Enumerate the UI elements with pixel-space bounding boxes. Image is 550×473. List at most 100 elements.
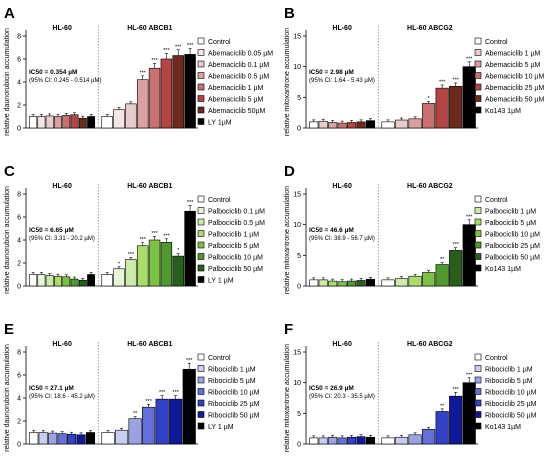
legend-label: Abemaciclib 5 µM <box>208 97 264 104</box>
bar <box>381 121 395 129</box>
bar <box>381 279 395 287</box>
group-label: HL-60 ABCG2 <box>407 25 453 32</box>
y-tick-label: 6 <box>17 215 21 222</box>
group-label: HL-60 ABCB1 <box>127 25 172 32</box>
legend-swatch <box>474 72 482 79</box>
y-tick-label: 8 <box>17 192 21 199</box>
y-tick-label: 0 <box>297 284 301 291</box>
bar <box>29 274 38 287</box>
y-axis-label: relative mitoxantrone accumulation <box>284 186 291 294</box>
legend-label: Ribociclib 25 µM <box>208 401 260 408</box>
legend-swatch <box>474 195 482 203</box>
bar <box>85 432 96 445</box>
group-label: HL-60 <box>332 341 352 348</box>
legend-label: Ko143 1µM <box>485 266 521 273</box>
significance-mark: * <box>177 248 180 254</box>
legend-label: Ribociclib 5 µM <box>485 378 533 385</box>
legend-label: Palbociclib 5 µM <box>208 243 259 250</box>
legend-swatch <box>197 365 205 372</box>
panel-letter: F <box>284 321 293 338</box>
legend-label: Ribociclib 10 µM <box>208 390 260 397</box>
bar <box>136 245 149 287</box>
bar <box>113 268 125 287</box>
significance-mark: *** <box>128 252 135 258</box>
legend-label: Palbociclib 25 µM <box>485 243 540 250</box>
legend-swatch <box>474 37 482 45</box>
legend-swatch <box>197 95 205 102</box>
legend-swatch <box>474 49 482 56</box>
bar <box>29 116 38 129</box>
y-tick-label: 10 <box>293 64 301 71</box>
bar <box>309 121 319 129</box>
legend-swatch <box>474 241 482 249</box>
bar <box>54 116 62 129</box>
group-label: HL-60 <box>52 183 72 190</box>
bar <box>87 274 96 287</box>
bar <box>318 279 328 287</box>
bar <box>381 437 395 445</box>
legend-swatch <box>474 388 482 395</box>
bar <box>57 433 67 445</box>
bar <box>328 436 338 445</box>
bar <box>136 79 149 129</box>
legend-swatch <box>197 399 205 407</box>
legend-swatch <box>197 241 205 249</box>
legend-swatch <box>197 60 205 68</box>
y-tick-label: 2 <box>17 419 21 426</box>
significance-mark: *** <box>452 77 459 83</box>
significance-mark: *** <box>172 390 179 396</box>
ci-label: (95% CI: 38.9 - 56.7 µM) <box>309 236 375 242</box>
bar <box>38 432 48 445</box>
legend-label: Ribociclib 25 µM <box>485 401 537 408</box>
panel-letter: C <box>4 163 15 180</box>
bar <box>114 429 129 445</box>
y-tick-label: 8 <box>17 350 21 357</box>
bar <box>142 406 156 445</box>
bar <box>184 210 196 287</box>
significance-mark: *** <box>466 372 473 378</box>
legend-swatch <box>474 106 482 114</box>
legend-label: Ko143 1µM <box>485 108 521 115</box>
legend-label: Palbociclib 10 µM <box>485 232 540 239</box>
y-axis-label: relative daunorubicin accumulation <box>4 344 11 452</box>
legend-label: Palbociclib 5 µM <box>485 220 536 227</box>
bar <box>449 250 463 287</box>
legend-swatch <box>197 388 205 395</box>
ic50-label: IC50 = 6.65 µM <box>29 227 74 234</box>
legend-swatch <box>197 195 205 203</box>
legend-swatch <box>474 353 482 361</box>
group-label: HL-60 ABCG2 <box>407 341 453 348</box>
y-tick-label: 4 <box>17 80 21 87</box>
bar <box>67 433 77 445</box>
bar <box>70 278 79 287</box>
bar <box>449 85 463 129</box>
bar <box>337 437 347 445</box>
legend-label: Palbociclib 1 µM <box>485 209 536 216</box>
ci-label: (95% CI: 0.245 - 0.514 µM) <box>29 78 102 84</box>
significance-mark: *** <box>452 242 459 248</box>
ic50-label: IC50 = 2.98 µM <box>309 69 354 76</box>
bar <box>422 103 436 129</box>
bar <box>408 434 422 445</box>
legend-label: Control <box>208 39 231 46</box>
bar <box>101 274 113 287</box>
ic50-label: IC50 = 27.1 µM <box>29 385 74 392</box>
significance-mark: ** <box>133 411 138 417</box>
bar <box>408 275 422 287</box>
significance-mark: *** <box>466 56 473 62</box>
y-tick-label: 5 <box>297 411 301 418</box>
y-tick-label: 8 <box>17 34 21 41</box>
y-tick-label: 4 <box>17 238 21 245</box>
bar <box>101 432 115 445</box>
bar <box>337 281 347 287</box>
bar <box>435 411 449 445</box>
y-tick-label: 5 <box>297 253 301 260</box>
group-label: HL-60 <box>332 25 352 32</box>
y-tick-label: 6 <box>17 57 21 64</box>
significance-mark: ** <box>440 257 445 263</box>
legend-swatch <box>197 230 205 237</box>
significance-mark: *** <box>439 79 446 85</box>
legend-swatch <box>474 95 482 102</box>
